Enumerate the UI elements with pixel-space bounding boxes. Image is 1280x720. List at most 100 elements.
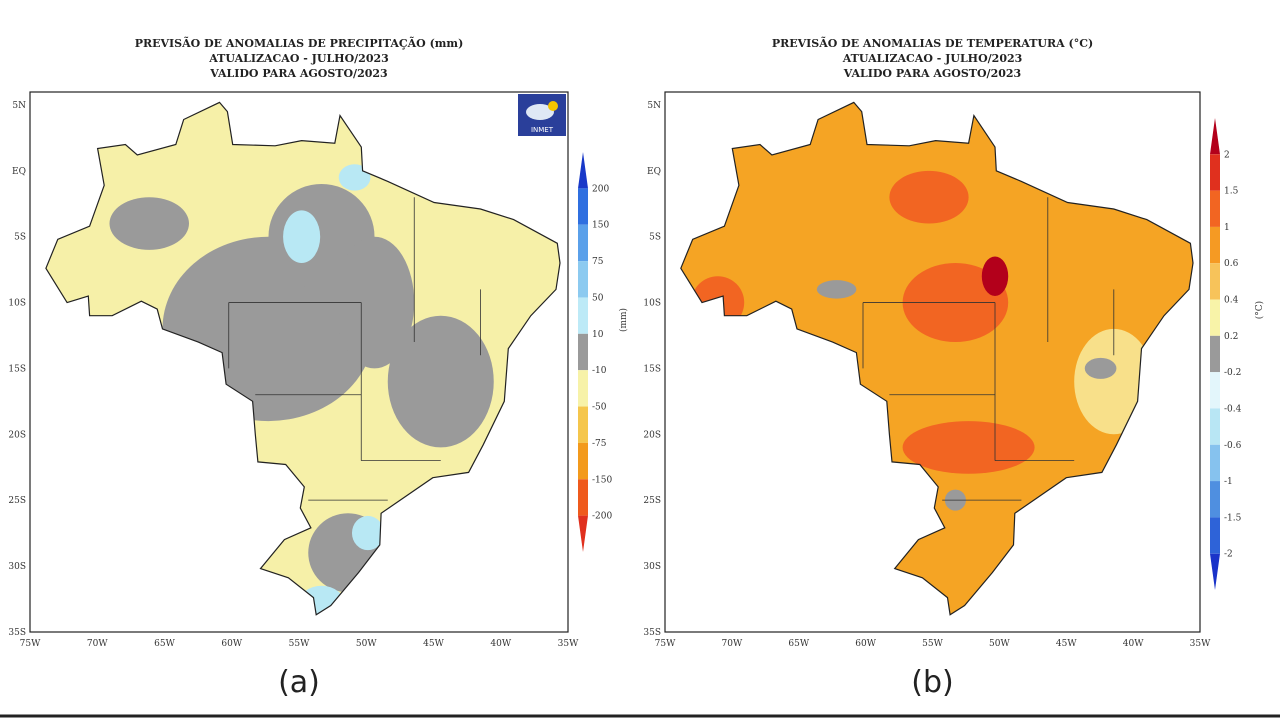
lat-label: 30S — [643, 562, 661, 572]
lon-label: 50W — [356, 639, 377, 649]
colorbar-label: -150 — [592, 475, 612, 485]
colorbar-label: 2 — [1224, 150, 1230, 160]
colorbar-segment — [1210, 481, 1220, 518]
colorbar-label: -1 — [1224, 477, 1233, 487]
lon-label: 55W — [922, 639, 943, 649]
colorbar-segment — [578, 224, 588, 262]
lat-label: 5N — [12, 101, 26, 111]
panel-caption: (a) — [278, 665, 320, 700]
lon-label: 60W — [221, 639, 242, 649]
lat-label: 25S — [8, 496, 26, 506]
anomaly-area — [109, 197, 189, 250]
lat-label: 5S — [649, 233, 661, 243]
lat-label: 5N — [647, 101, 661, 111]
anomaly-area — [283, 210, 321, 264]
lat-label: 10S — [8, 299, 26, 309]
anomaly-area — [902, 421, 1035, 474]
anomaly-area — [981, 256, 1009, 296]
lat-label: 30S — [8, 562, 26, 572]
lon-label: 35W — [1190, 639, 1211, 649]
colorbar-unit: (°C) — [1254, 301, 1265, 319]
colorbar-cap — [1210, 553, 1220, 590]
colorbar-segment — [1210, 299, 1220, 336]
lon-label: 35W — [558, 639, 579, 649]
colorbar-label: 1 — [1224, 223, 1230, 233]
lat-label: EQ — [647, 167, 661, 177]
country-border — [680, 101, 1194, 616]
colorbar-unit: (mm) — [618, 308, 629, 332]
lat-label: 10S — [643, 299, 661, 309]
colorbar-label: -0.6 — [1224, 441, 1242, 451]
panel-title: ATUALIZACAO - JULHO/2023 — [842, 52, 1023, 65]
colorbar-segment — [578, 333, 588, 371]
colorbar-segment — [578, 442, 588, 480]
lon-label: 75W — [655, 639, 676, 649]
lat-label: 25S — [643, 496, 661, 506]
panel-caption: (b) — [911, 665, 953, 700]
colorbar-label: 0.4 — [1224, 296, 1239, 306]
colorbar-segment — [578, 370, 588, 407]
colorbar-cap — [578, 515, 588, 552]
colorbar-label: 75 — [592, 257, 604, 267]
lat-label: EQ — [12, 167, 26, 177]
lat-label: 15S — [643, 364, 661, 374]
colorbar-label: -10 — [592, 366, 607, 376]
panel-title: ATUALIZACAO - JULHO/2023 — [208, 52, 389, 65]
panel-title: PREVISÃO DE ANOMALIAS DE TEMPERATURA (°C… — [772, 36, 1093, 50]
colorbar-label: -0.4 — [1224, 404, 1242, 414]
lon-label: 40W — [1123, 639, 1144, 649]
colorbar-label: 1.5 — [1224, 187, 1239, 197]
colorbar-segment — [1210, 335, 1220, 373]
lat-label: 15S — [8, 364, 26, 374]
lon-label: 40W — [490, 639, 511, 649]
colorbar-segment — [578, 261, 588, 298]
colorbar-segment — [1210, 154, 1220, 191]
lon-label: 50W — [989, 639, 1010, 649]
lon-label: 70W — [87, 639, 108, 649]
anomaly-area — [351, 515, 384, 551]
colorbar-label: -200 — [592, 512, 612, 522]
lon-label: 70W — [722, 639, 743, 649]
logo-cloud — [526, 104, 554, 120]
colorbar-segment — [1210, 517, 1220, 554]
anomaly-areas — [109, 164, 494, 615]
map-panel: PREVISÃO DE ANOMALIAS DE TEMPERATURA (°C… — [643, 36, 1265, 700]
lon-label: 45W — [1056, 639, 1077, 649]
lon-label: 60W — [855, 639, 876, 649]
colorbar-label: 200 — [592, 184, 609, 194]
lon-label: 75W — [20, 639, 41, 649]
anomaly-area — [334, 236, 415, 369]
colorbar-segment — [1210, 190, 1220, 227]
lat-label: 5S — [14, 233, 26, 243]
lat-label: 35S — [643, 628, 661, 638]
anomaly-areas — [691, 170, 1154, 511]
colorbar-segment — [1210, 372, 1220, 409]
colorbar-segment — [578, 479, 588, 516]
lon-label: 65W — [154, 639, 175, 649]
colorbar-segment — [578, 188, 588, 225]
colorbar-label: 50 — [592, 293, 604, 303]
anomaly-area — [1084, 357, 1117, 379]
colorbar-label: 150 — [592, 221, 609, 231]
colorbar-segment — [1210, 226, 1220, 264]
colorbar-segment — [578, 406, 588, 443]
logo-text: INMET — [531, 126, 554, 134]
colorbar-label: 0.6 — [1224, 259, 1239, 269]
colorbar-segment — [1210, 408, 1220, 445]
lat-label: 35S — [8, 628, 26, 638]
colorbar-cap — [1210, 118, 1220, 155]
colorbar-label: 0.2 — [1224, 332, 1238, 342]
country-border — [45, 101, 561, 616]
anomaly-area — [816, 280, 857, 299]
colorbar-label: -2 — [1224, 550, 1233, 560]
colorbar-label: -75 — [592, 439, 607, 449]
anomaly-area — [1074, 328, 1154, 435]
anomaly-area — [387, 315, 494, 448]
colorbar-segment — [1210, 263, 1220, 300]
logo-sun — [548, 101, 558, 111]
lon-label: 55W — [289, 639, 310, 649]
anomaly-area — [889, 170, 969, 224]
lon-label: 45W — [423, 639, 444, 649]
colorbar-label: -1.5 — [1224, 513, 1242, 523]
